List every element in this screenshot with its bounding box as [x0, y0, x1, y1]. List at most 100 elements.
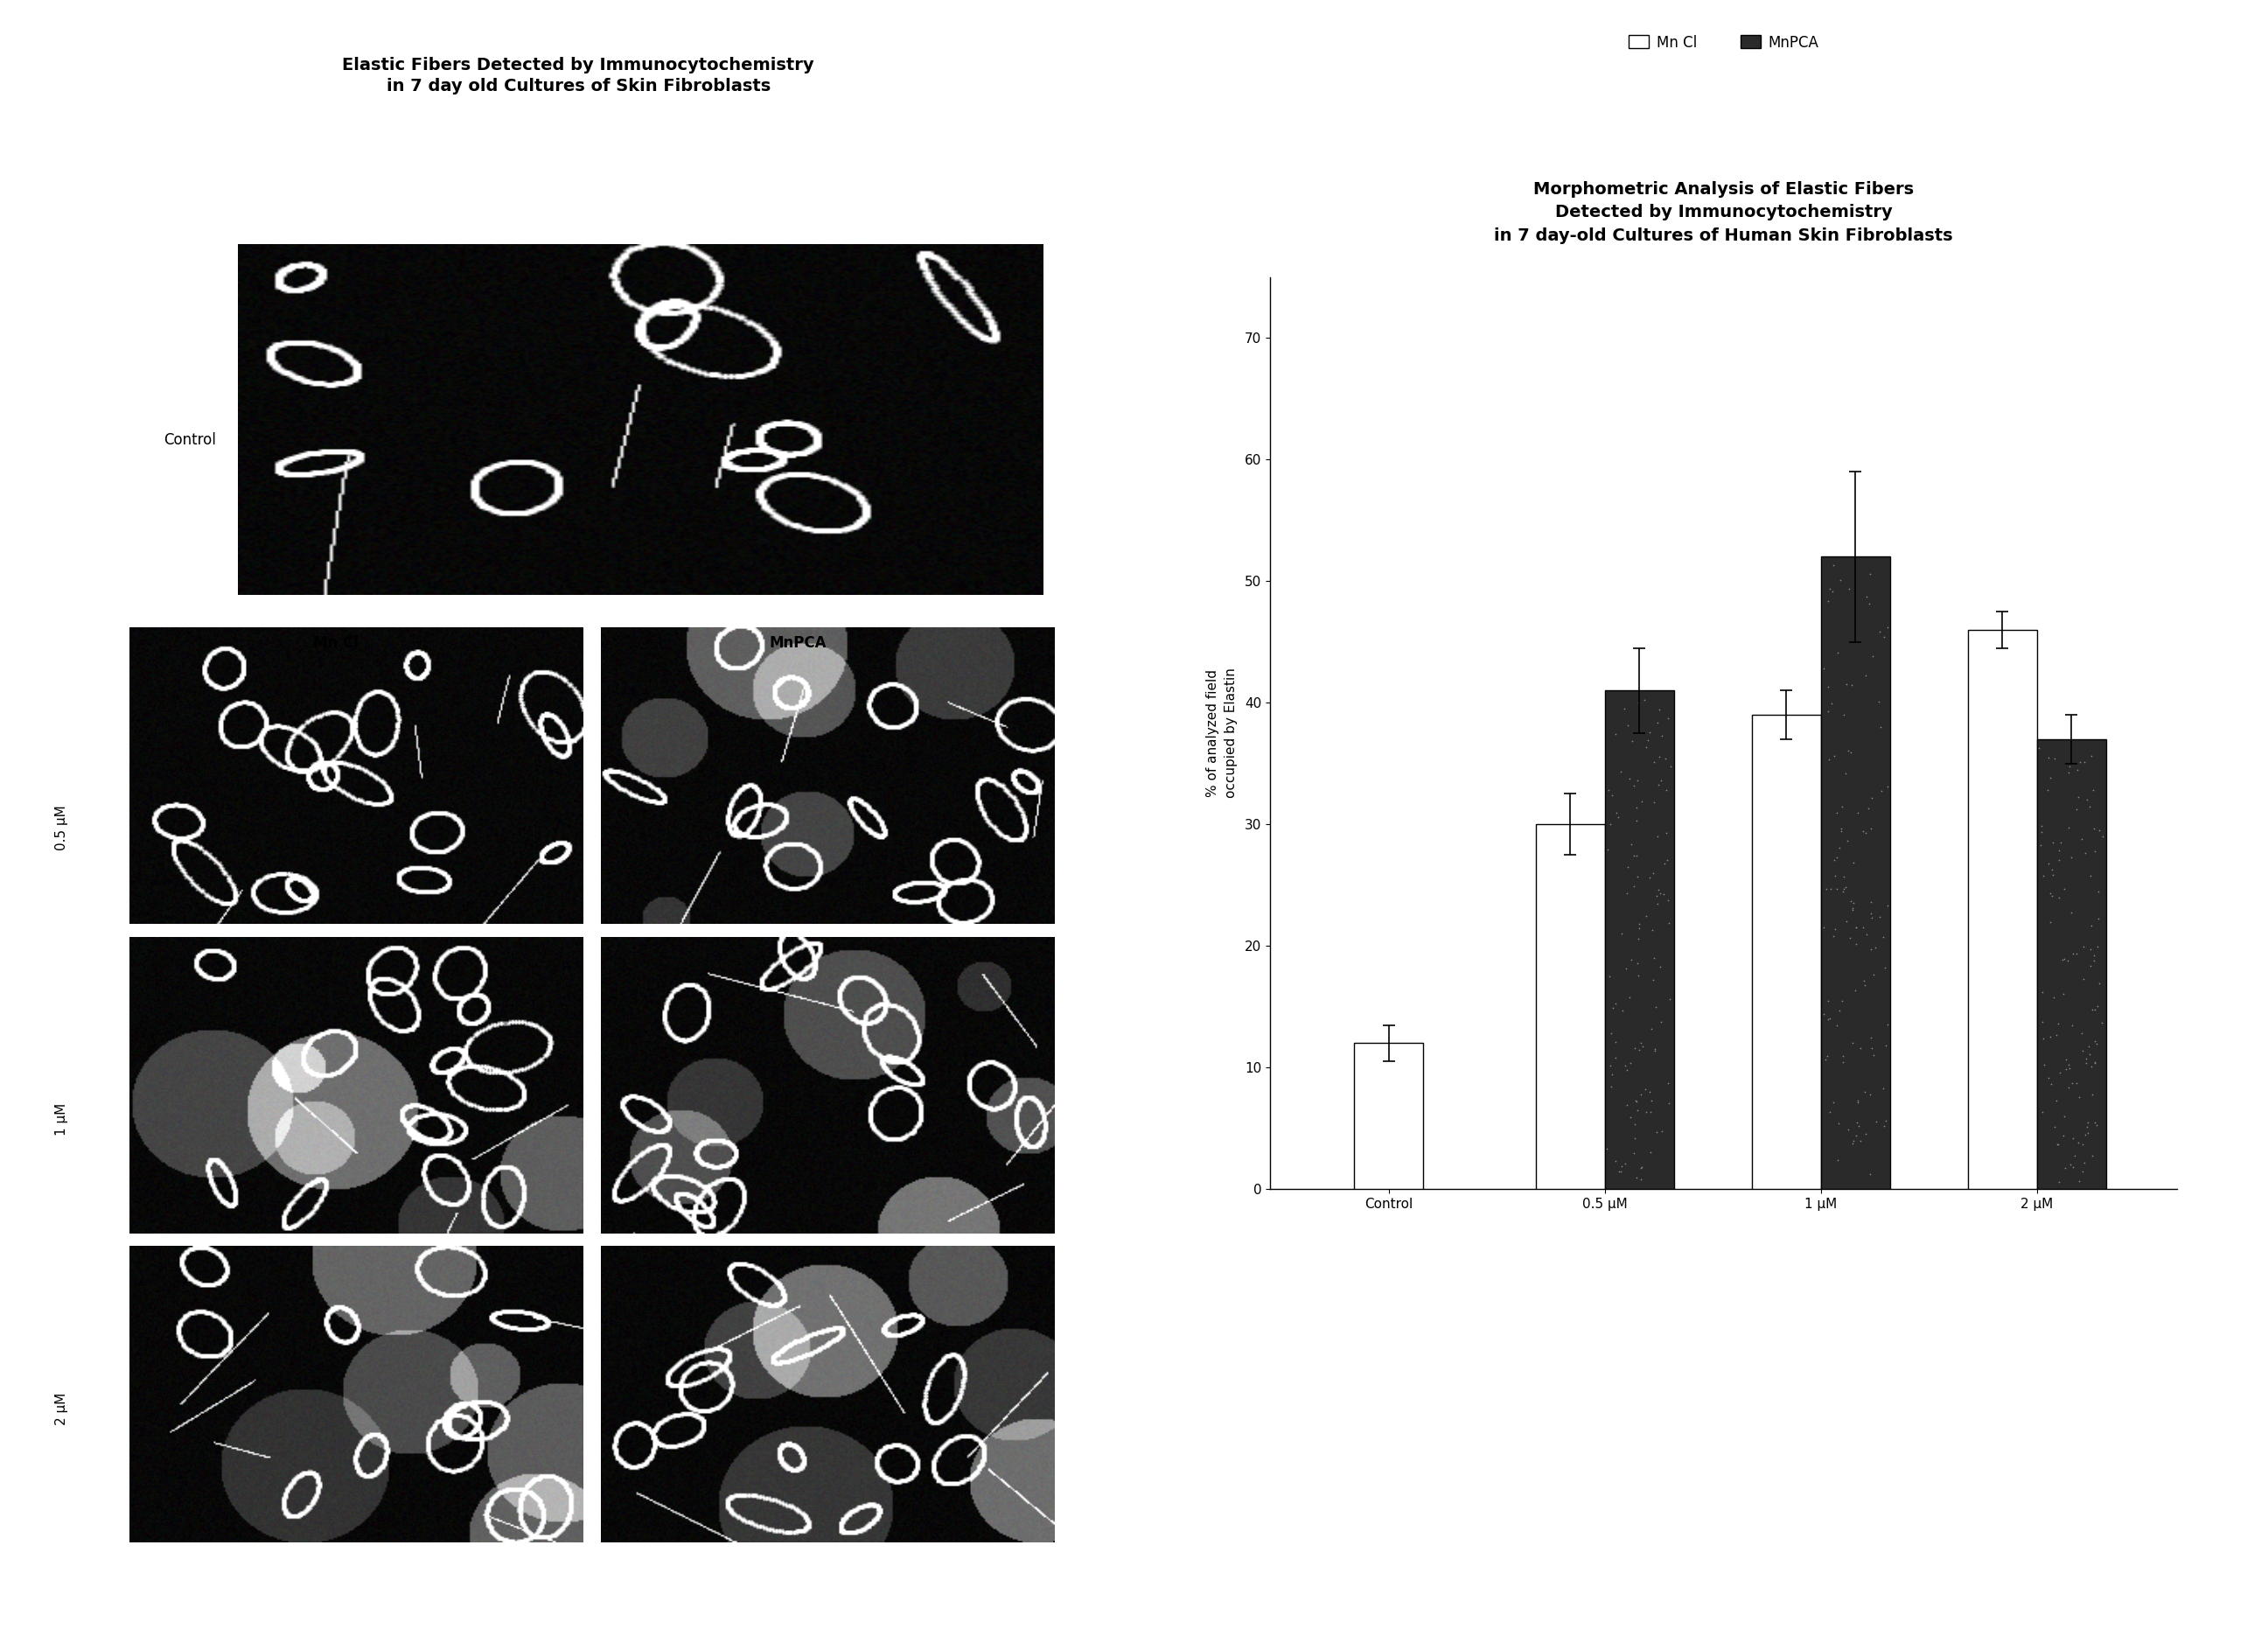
Point	[1821, 997, 1857, 1023]
Point	[2064, 1038, 2100, 1064]
Point	[1631, 720, 1667, 746]
Text: 2 μM: 2 μM	[54, 1393, 68, 1425]
Point	[1810, 1005, 1846, 1031]
Point	[1637, 1036, 1674, 1062]
Point	[1651, 1090, 1687, 1116]
Point	[2030, 777, 2066, 803]
Point	[1613, 1051, 1649, 1077]
Point	[1817, 915, 1853, 942]
Point	[1814, 578, 1851, 604]
Point	[1823, 1049, 1860, 1075]
Point	[2032, 880, 2068, 906]
Text: Elastic Fibers Detected by Immunocytochemistry
in 7 day old Cultures of Skin Fib: Elastic Fibers Detected by Immunocytoche…	[342, 57, 814, 94]
Point	[1642, 743, 1678, 769]
Point	[1812, 1005, 1848, 1031]
Point	[2073, 912, 2109, 938]
Point	[1837, 914, 1873, 940]
Point	[1817, 743, 1853, 769]
Point	[1622, 1030, 1658, 1056]
Bar	[2037, 740, 2107, 1189]
Point	[1828, 909, 1864, 935]
Point	[1819, 876, 1855, 902]
Text: Mn Cl: Mn Cl	[313, 635, 358, 652]
Point	[2062, 749, 2098, 775]
Point	[1603, 920, 1640, 946]
Point	[2032, 1025, 2068, 1051]
Point	[2025, 863, 2062, 889]
Point	[1619, 842, 1656, 868]
Point	[2057, 797, 2093, 823]
Point	[2034, 862, 2071, 888]
Point	[2068, 1046, 2105, 1072]
Point	[1649, 777, 1685, 803]
Point	[2073, 743, 2109, 769]
Point	[1633, 917, 1669, 943]
Point	[1590, 777, 1626, 803]
Point	[2046, 1122, 2082, 1148]
Point	[1833, 671, 1869, 697]
Point	[1823, 880, 1860, 906]
Point	[1633, 1139, 1669, 1165]
Point	[1608, 1057, 1644, 1083]
Point	[1608, 880, 1644, 906]
Point	[1644, 1117, 1681, 1144]
Point	[1848, 920, 1885, 946]
Point	[1603, 997, 1640, 1023]
Point	[1826, 702, 1862, 728]
Point	[1819, 800, 1855, 826]
Point	[2066, 841, 2102, 867]
Point	[2066, 1122, 2102, 1148]
Point	[2084, 823, 2121, 849]
Point	[1633, 1088, 1669, 1114]
Point	[2023, 819, 2059, 845]
Point	[2041, 837, 2077, 863]
Point	[2080, 878, 2116, 904]
Point	[2023, 813, 2059, 839]
Point	[2059, 756, 2096, 782]
Point	[2023, 979, 2059, 1005]
Point	[1642, 880, 1678, 906]
Point	[1826, 1043, 1862, 1069]
Point	[2034, 883, 2071, 909]
Point	[1869, 614, 1905, 640]
Point	[1640, 891, 1676, 917]
Point	[2055, 1153, 2091, 1179]
Point	[2023, 1008, 2059, 1034]
Point	[1814, 924, 1851, 950]
Point	[2073, 1142, 2109, 1168]
Point	[1647, 850, 1683, 876]
Point	[1622, 915, 1658, 942]
Point	[1819, 1147, 1855, 1173]
Point	[1608, 1091, 1644, 1117]
Point	[1603, 759, 1640, 785]
Point	[2041, 847, 2077, 873]
Point	[2034, 857, 2071, 883]
Point	[2064, 1020, 2100, 1046]
Point	[1594, 782, 1631, 808]
Point	[1617, 1088, 1653, 1114]
Point	[1808, 876, 1844, 902]
Point	[1649, 847, 1685, 873]
Point	[1608, 955, 1644, 981]
Point	[1640, 824, 1676, 850]
Point	[1823, 818, 1860, 844]
Point	[1631, 1078, 1667, 1104]
Point	[2077, 1109, 2114, 1135]
Point	[2071, 793, 2107, 819]
Point	[2037, 986, 2073, 1012]
Point	[2025, 1052, 2062, 1078]
Point	[1853, 1082, 1889, 1108]
Point	[1606, 1150, 1642, 1176]
Point	[1846, 973, 1882, 999]
Point	[1624, 1153, 1660, 1179]
Point	[1637, 1038, 1674, 1064]
Point	[1864, 924, 1901, 950]
Point	[1805, 914, 1842, 940]
Point	[1617, 808, 1653, 834]
Point	[1653, 753, 1690, 779]
Point	[1617, 1126, 1653, 1152]
Point	[1610, 854, 1647, 880]
Point	[1651, 986, 1687, 1012]
Bar	[1535, 824, 1606, 1189]
Point	[1853, 904, 1889, 930]
